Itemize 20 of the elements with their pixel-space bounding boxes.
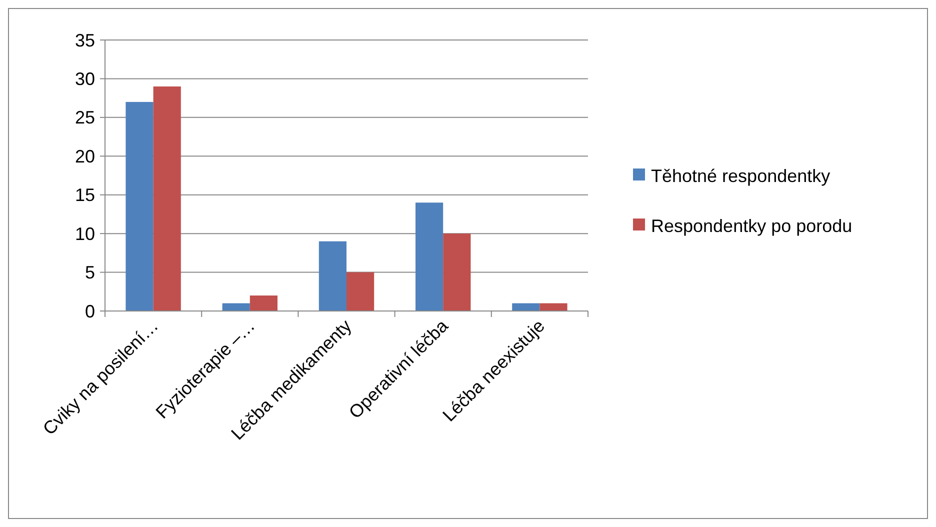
bar [443, 234, 471, 311]
bar [346, 272, 374, 311]
y-tick-label: 10 [74, 224, 95, 244]
bar [153, 86, 181, 311]
bar [250, 296, 278, 311]
y-tick-label: 30 [74, 69, 95, 90]
y-tick-label: 15 [74, 185, 95, 206]
bar [318, 241, 346, 311]
legend-label: Respondentky po porodu [651, 216, 852, 236]
y-tick-label: 25 [74, 108, 95, 128]
legend-label: Těhotné respondentky [651, 166, 830, 186]
bar [540, 303, 568, 311]
bar [416, 202, 444, 311]
bar [222, 303, 250, 311]
y-tick-label: 35 [74, 30, 95, 50]
y-tick-label: 20 [74, 146, 95, 166]
y-tick-label: 5 [84, 262, 95, 283]
y-tick-label: 0 [84, 301, 95, 322]
bar [126, 102, 154, 311]
bar [512, 303, 540, 311]
